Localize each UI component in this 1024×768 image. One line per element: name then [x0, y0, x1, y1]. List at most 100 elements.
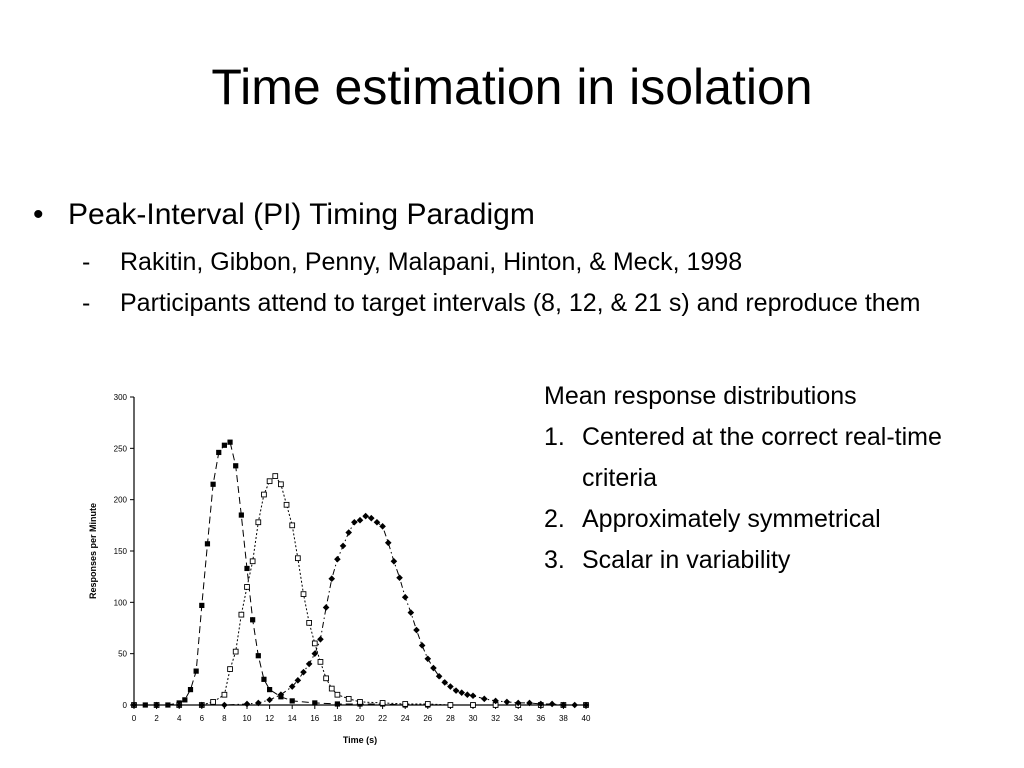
x-tick-label: 38 [559, 714, 568, 723]
data-point-series-2 [278, 481, 284, 488]
x-tick-label: 40 [582, 714, 591, 723]
data-point-series-1 [233, 463, 239, 469]
side-note-heading: Mean response distributions [544, 382, 857, 410]
data-point-series-3 [322, 604, 330, 611]
bullet-icon: • [33, 198, 44, 231]
data-point-series-3 [328, 575, 336, 583]
x-tick-label: 22 [378, 714, 387, 723]
x-tick-label: 28 [446, 714, 455, 723]
data-point-series-2 [424, 701, 431, 707]
data-point-series-3 [300, 668, 307, 676]
data-point-series-2 [244, 584, 250, 590]
data-point-series-2 [306, 620, 313, 626]
data-point-series-1 [204, 541, 211, 547]
data-point-series-3 [317, 635, 324, 643]
data-point-series-1 [182, 697, 188, 703]
x-tick-label: 6 [200, 714, 205, 723]
data-point-series-2 [447, 702, 454, 708]
x-tick-label: 34 [514, 714, 523, 723]
data-point-series-3 [288, 683, 296, 690]
data-point-series-2 [328, 685, 335, 692]
series-line-3 [134, 515, 586, 706]
data-point-series-3 [339, 542, 347, 550]
data-point-series-2 [266, 478, 273, 485]
dash-icon: - [82, 248, 91, 276]
data-point-series-1 [221, 442, 227, 448]
data-point-series-1 [255, 653, 261, 659]
x-tick-label: 18 [333, 714, 342, 723]
y-tick-label: 200 [114, 496, 128, 505]
data-point-series-3 [452, 687, 460, 694]
data-point-series-2 [311, 640, 318, 647]
y-tick-label: 50 [118, 650, 127, 659]
data-point-series-2 [221, 691, 228, 698]
data-point-series-3 [492, 697, 499, 705]
x-tick-label: 16 [310, 714, 319, 723]
main-bullet-text: Peak-Interval (PI) Timing Paradigm [68, 198, 535, 231]
data-point-series-3 [368, 514, 375, 522]
data-point-series-2 [402, 701, 409, 707]
y-axis-label: Responses per Minute [88, 503, 98, 599]
data-point-series-3 [351, 518, 358, 526]
x-axis-label: Time (s) [343, 735, 377, 745]
data-point-series-1 [312, 700, 318, 706]
data-point-series-1 [244, 565, 250, 572]
data-point-series-3 [373, 518, 381, 526]
data-point-series-3 [221, 701, 228, 709]
data-point-series-2 [227, 666, 233, 672]
numbered-item-text: Centered at the correct real-time criter… [582, 423, 942, 492]
data-point-series-3 [266, 696, 273, 704]
data-point-series-3 [430, 664, 437, 672]
y-tick-label: 100 [114, 598, 128, 607]
data-point-series-1 [142, 702, 148, 708]
x-tick-label: 12 [265, 714, 274, 723]
data-point-series-3 [413, 626, 420, 634]
data-point-series-3 [435, 672, 443, 680]
data-point-series-1 [193, 668, 199, 674]
data-point-series-3 [390, 557, 398, 565]
data-point-series-1 [210, 481, 216, 487]
data-point-series-3 [362, 512, 369, 520]
data-point-series-3 [311, 650, 319, 657]
data-point-series-3 [379, 523, 386, 530]
data-point-series-3 [464, 691, 471, 699]
response-distribution-chart: 0 2 4 6 8 10 12 14 16 18 20 22 24 26 28 30 32 34 36 38 40050… [88, 393, 591, 745]
item-number: 2. [544, 505, 565, 533]
data-point-series-3 [526, 699, 533, 707]
item-number: 3. [544, 546, 565, 574]
data-point-series-3 [255, 699, 262, 707]
data-point-series-3 [396, 574, 403, 581]
numbered-item: 1. Centered at the correct real-time cri… [544, 417, 1004, 499]
x-tick-label: 20 [356, 714, 365, 723]
data-point-series-1 [289, 698, 295, 704]
data-point-series-3 [441, 679, 449, 686]
data-point-series-2 [379, 700, 386, 706]
data-point-series-2 [345, 695, 352, 702]
x-tick-label: 14 [288, 714, 297, 723]
data-point-series-1 [267, 687, 273, 693]
data-point-series-3 [481, 695, 488, 703]
data-point-series-2 [249, 558, 256, 565]
sub-bullet-item: - Rakitin, Gibbon, Penny, Malapani, Hint… [82, 242, 922, 283]
main-bullet: • Peak-Interval (PI) Timing Paradigm [33, 197, 535, 233]
data-point-series-1 [334, 701, 340, 707]
data-point-series-3 [503, 698, 511, 706]
x-tick-label: 4 [177, 714, 182, 723]
data-point-series-3 [418, 642, 426, 649]
data-point-series-2 [323, 675, 329, 682]
y-tick-label: 250 [114, 444, 128, 453]
series-line-1 [134, 441, 586, 706]
dash-icon: - [82, 289, 91, 317]
y-tick-label: 300 [114, 393, 128, 402]
data-point-series-3 [514, 699, 522, 707]
data-point-series-1 [187, 687, 194, 693]
data-point-series-2 [300, 591, 307, 597]
x-tick-label: 0 [132, 714, 137, 723]
x-tick-label: 10 [243, 714, 252, 723]
data-point-series-3 [294, 677, 302, 684]
data-point-series-2 [210, 699, 216, 705]
data-point-series-3 [407, 609, 415, 616]
data-point-series-3 [277, 691, 285, 699]
data-point-series-3 [424, 655, 432, 663]
y-tick-label: 150 [114, 547, 128, 556]
